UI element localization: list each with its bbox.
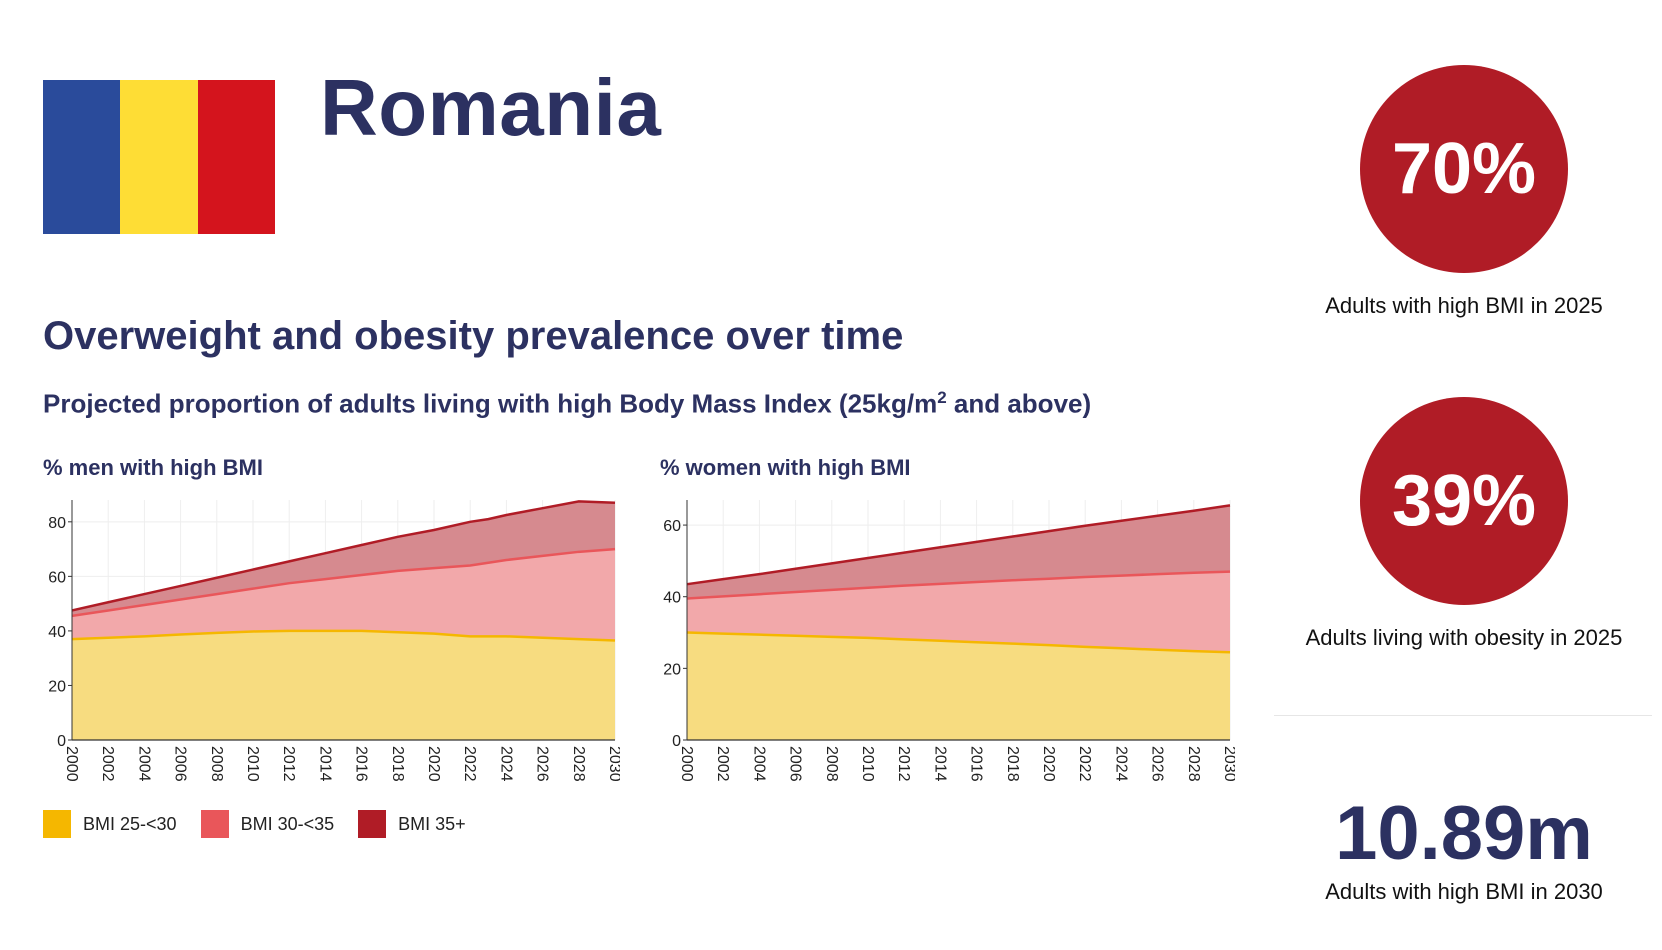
- series-line: [71, 547, 616, 618]
- x-tick-label: 2010: [244, 746, 261, 782]
- flag-stripe-blue: [43, 80, 121, 234]
- x-tick-label: 2008: [208, 746, 225, 782]
- series-line: [686, 631, 1231, 654]
- legend-swatch: [358, 810, 387, 838]
- y-tick-label: 60: [663, 518, 681, 535]
- legend-item-bmi-35-plus: BMI 35+: [358, 810, 466, 838]
- area-bmi-30-35: [72, 549, 615, 641]
- series-line: [71, 500, 616, 612]
- x-tick-label: 2014: [316, 746, 333, 782]
- stat-high-bmi-2025: 70% Adults with high BMI in 2025: [1274, 65, 1654, 319]
- x-tick-label: 2026: [534, 746, 551, 782]
- x-tick-label: 2004: [750, 746, 767, 782]
- area-bmi-25-30: [72, 630, 615, 740]
- x-tick-label: 2000: [678, 746, 695, 782]
- chart-subtitle: Projected proportion of adults living wi…: [43, 388, 1091, 420]
- x-tick-label: 2028: [570, 746, 587, 782]
- x-tick-label: 2010: [859, 746, 876, 782]
- area-bmi-35-: [72, 501, 615, 616]
- page-title: Romania: [320, 63, 662, 152]
- y-tick-label: 60: [48, 569, 66, 586]
- stat-obesity-2025: 39% Adults living with obesity in 2025: [1274, 397, 1654, 651]
- women-bmi-area-chart: 0 20 40 60 2000 2002 2004 2006 2008 2010 2012 2014 2…: [663, 500, 1235, 782]
- flag-stripe-yellow: [120, 80, 198, 234]
- x-tick-label: 2030: [1221, 746, 1235, 782]
- x-tick-label: 2028: [1185, 746, 1202, 782]
- legend-item-bmi-30-35: BMI 30-<35: [200, 810, 335, 838]
- subtitle-superscript: 2: [937, 388, 947, 407]
- divider: [1274, 715, 1652, 716]
- subtitle-text-end: and above): [946, 388, 1092, 419]
- series-line: [71, 629, 616, 642]
- x-tick-label: 2004: [135, 746, 152, 782]
- x-tick-label: 2008: [823, 746, 840, 782]
- x-tick-label: 2020: [425, 746, 442, 782]
- series-line: [686, 570, 1231, 600]
- x-tick-label: 2026: [1149, 746, 1166, 782]
- x-tick-label: 2002: [714, 746, 731, 782]
- x-tick-label: 2016: [968, 746, 985, 782]
- section-title: Overweight and obesity prevalence over t…: [43, 314, 904, 358]
- x-tick-label: 2024: [497, 746, 514, 782]
- y-tick-label: 20: [48, 678, 66, 695]
- x-tick-label: 2012: [895, 746, 912, 782]
- x-tick-label: 2030: [606, 746, 620, 782]
- x-tick-label: 2006: [787, 746, 804, 782]
- x-tick-label: 2016: [353, 746, 370, 782]
- area-bmi-35-: [687, 505, 1230, 599]
- y-tick-label: 0: [57, 733, 66, 750]
- men-chart-title: % men with high BMI: [43, 455, 263, 480]
- x-tick-label: 2014: [931, 746, 948, 782]
- legend-label: BMI 35+: [398, 813, 466, 834]
- y-tick-label: 20: [663, 661, 681, 678]
- y-tick-label: 40: [663, 590, 681, 607]
- y-tick-label: 0: [672, 733, 681, 750]
- stat-big-number: 10.89m: [1335, 791, 1593, 876]
- x-tick-label: 2002: [99, 746, 116, 782]
- stat-caption: Adults living with obesity in 2025: [1305, 625, 1623, 650]
- stat-high-bmi-2030: 10.89m Adults with high BMI in 2030: [1274, 790, 1654, 905]
- legend-label: BMI 30-<35: [240, 813, 335, 834]
- y-tick-label: 80: [48, 515, 66, 532]
- stat-caption: Adults with high BMI in 2030: [1325, 879, 1603, 904]
- stat-circle: 70%: [1360, 65, 1568, 273]
- subtitle-text: Projected proportion of adults living wi…: [43, 388, 938, 419]
- legend-label: BMI 25-<30: [83, 813, 177, 834]
- x-tick-label: 2022: [1076, 746, 1093, 782]
- x-tick-label: 2018: [1004, 746, 1021, 782]
- legend-swatch: [43, 810, 71, 838]
- x-tick-label: 2018: [389, 746, 406, 782]
- legend-swatch: [200, 810, 229, 838]
- x-tick-label: 2024: [1112, 746, 1129, 782]
- men-bmi-area-chart: 0 20 40 60 80 2000 2002 2004 2006 2008 2010 2012 201…: [48, 500, 620, 782]
- y-tick-label: 40: [48, 624, 66, 641]
- legend-item-bmi-25-30: BMI 25-<30: [43, 810, 177, 838]
- series-line: [686, 504, 1231, 586]
- x-tick-label: 2022: [461, 746, 478, 782]
- area-bmi-25-30: [687, 632, 1230, 740]
- chart-legend: BMI 25-<30 BMI 30-<35 BMI 35+: [43, 810, 466, 838]
- stat-circle: 39%: [1360, 397, 1568, 605]
- flag-stripe-red: [197, 80, 275, 234]
- x-tick-label: 2020: [1040, 746, 1057, 782]
- x-tick-label: 2012: [280, 746, 297, 782]
- country-flag: [43, 80, 275, 234]
- area-bmi-30-35: [687, 571, 1230, 653]
- women-chart-title: % women with high BMI: [660, 455, 911, 480]
- stat-caption: Adults with high BMI in 2025: [1325, 293, 1603, 318]
- x-tick-label: 2006: [172, 746, 189, 782]
- x-tick-label: 2000: [63, 746, 80, 782]
